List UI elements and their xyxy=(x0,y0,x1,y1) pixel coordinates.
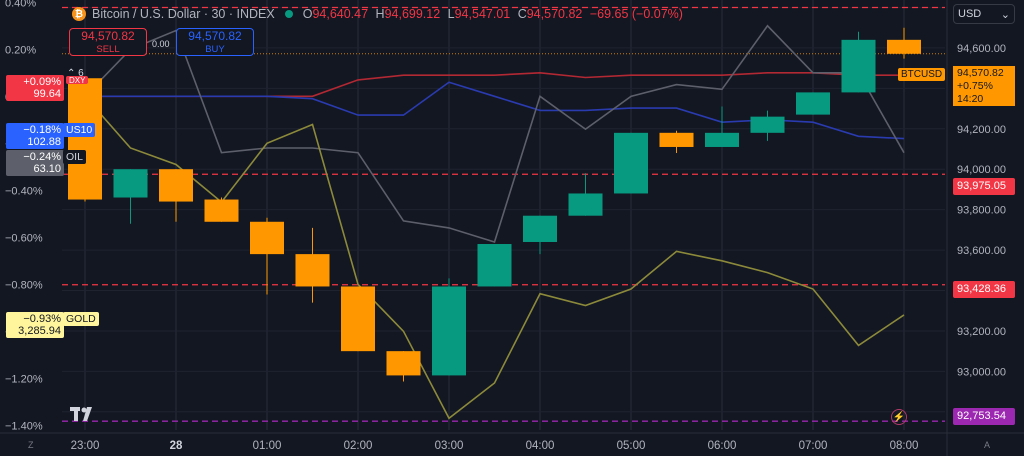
candle-body xyxy=(705,132,739,147)
percent-tick-label: −0.80% xyxy=(5,279,43,291)
tradingview-logo-icon xyxy=(70,405,96,426)
price-tick-label: 93,600.00 xyxy=(957,245,1006,257)
x-tick-label: 03:00 xyxy=(435,440,464,452)
x-tick-label: 08:00 xyxy=(890,440,919,452)
auto-scale-icon[interactable]: A xyxy=(984,440,991,450)
lightning-icon[interactable]: ⚡ xyxy=(891,409,907,425)
price-line-tag-2: 93,428.36 xyxy=(953,281,1015,298)
btcusd-name-tag: BTCUSD xyxy=(898,68,946,81)
candle-body xyxy=(841,39,876,93)
left-percent-axis: 0.40%0.20%0.00%−0.20%−0.40%−0.60%−0.80%−… xyxy=(5,0,43,432)
market-open-dot-icon xyxy=(284,10,293,18)
percent-tick-label: −1.40% xyxy=(5,420,43,432)
chevron-up-icon: ⌃ xyxy=(67,68,76,79)
bitcoin-icon: ₿ xyxy=(72,7,86,21)
candle-body xyxy=(523,215,557,242)
x-tick-label: 28 xyxy=(170,440,183,452)
collapse-series-button[interactable]: ⌃ 6 xyxy=(67,68,84,79)
x-tick-label: 01:00 xyxy=(253,440,282,452)
candle-body xyxy=(204,199,239,222)
us10-name-tag: US10 xyxy=(63,123,96,137)
zoom-icon[interactable]: Z xyxy=(28,440,34,450)
candle-body xyxy=(568,193,603,216)
price-tick-label: 93,800.00 xyxy=(957,205,1006,217)
time-axis: 23:00 28 01:00 02:00 03:00 04:00 05:00 06:00 07:… xyxy=(71,440,919,452)
sell-button[interactable]: 94,570.82 SELL xyxy=(69,28,147,56)
symbol-title[interactable]: Bitcoin / U.S. Dollar · 30 · INDEX xyxy=(92,7,275,21)
candle-body xyxy=(796,92,830,115)
comparison-series xyxy=(84,24,905,420)
currency-label: USD xyxy=(958,8,982,20)
chevron-down-icon: ⌄ xyxy=(1000,8,1010,21)
price-tick-label: 93,200.00 xyxy=(957,326,1006,338)
candle-body xyxy=(432,286,466,376)
x-tick-label: 06:00 xyxy=(708,440,737,452)
price-tick-label: 94,200.00 xyxy=(957,124,1006,136)
candle-body xyxy=(250,221,284,255)
candle-body xyxy=(887,39,921,54)
buy-label: BUY xyxy=(205,44,225,55)
x-tick-label: 02:00 xyxy=(344,440,373,452)
x-tick-label: 04:00 xyxy=(526,440,555,452)
ohlc-readout: O94,640.47 H94,699.12 L94,547.01 C94,570… xyxy=(302,7,683,21)
change-value: −69.65 (−0.07%) xyxy=(589,7,683,21)
gold-name-tag: GOLD xyxy=(63,312,99,326)
price-tick-label: 93,000.00 xyxy=(957,366,1006,378)
candles xyxy=(68,27,921,382)
candle-body xyxy=(386,351,421,376)
dxy-value-tag: +0.09% 99.64 xyxy=(6,75,64,101)
series-line-dxy xyxy=(85,71,904,98)
series-line-oil xyxy=(84,24,905,244)
candle-body xyxy=(750,116,785,133)
x-tick-label: 23:00 xyxy=(71,440,100,452)
right-price-axis: 94,800.0094,600.0094,400.0094,200.0094,0… xyxy=(957,2,1006,418)
collapsed-count: 6 xyxy=(78,68,84,79)
btcusd-price-tag: 94,570.82 +0.75% 14:20 xyxy=(953,66,1015,106)
buy-button[interactable]: 94,570.82 BUY xyxy=(176,28,254,56)
candle-body xyxy=(113,169,148,198)
percent-tick-label: 0.20% xyxy=(5,44,36,56)
oil-value-tag: −0.24% 63.10 xyxy=(6,150,64,176)
us10-value-tag: −0.18% 102.88 xyxy=(6,123,64,149)
x-tick-label: 05:00 xyxy=(617,440,646,452)
percent-tick-label: −0.40% xyxy=(5,185,43,197)
candle-body xyxy=(159,169,193,202)
percent-tick-label: −0.60% xyxy=(5,232,43,244)
candle-body xyxy=(659,132,694,147)
candle-body xyxy=(477,244,512,287)
gold-value-tag: −0.93% 3,285.94 xyxy=(6,312,64,338)
candle-body xyxy=(68,78,102,200)
percent-tick-label: −1.20% xyxy=(5,373,43,385)
oil-name-tag: OIL xyxy=(63,150,86,164)
price-tick-label: 94,600.00 xyxy=(957,43,1006,55)
candle-body xyxy=(295,254,330,287)
price-line-tag-3: 92,753.54 xyxy=(953,408,1015,425)
candle-body xyxy=(614,132,648,194)
candle-body xyxy=(341,286,375,352)
percent-tick-label: 0.40% xyxy=(5,0,36,9)
price-line-tag-1: 93,975.05 xyxy=(953,178,1015,195)
symbol-header[interactable]: ₿ Bitcoin / U.S. Dollar · 30 · INDEX O94… xyxy=(72,5,687,23)
buy-price: 94,570.82 xyxy=(188,29,242,43)
x-tick-label: 07:00 xyxy=(799,440,828,452)
price-tick-label: 94,000.00 xyxy=(957,164,1006,176)
sell-label: SELL xyxy=(96,44,120,55)
currency-select[interactable]: USD ⌄ xyxy=(953,4,1015,24)
spread-value: 0.00 xyxy=(152,39,170,49)
sell-price: 94,570.82 xyxy=(81,29,135,43)
dxy-name-tag: DXY xyxy=(66,76,89,84)
